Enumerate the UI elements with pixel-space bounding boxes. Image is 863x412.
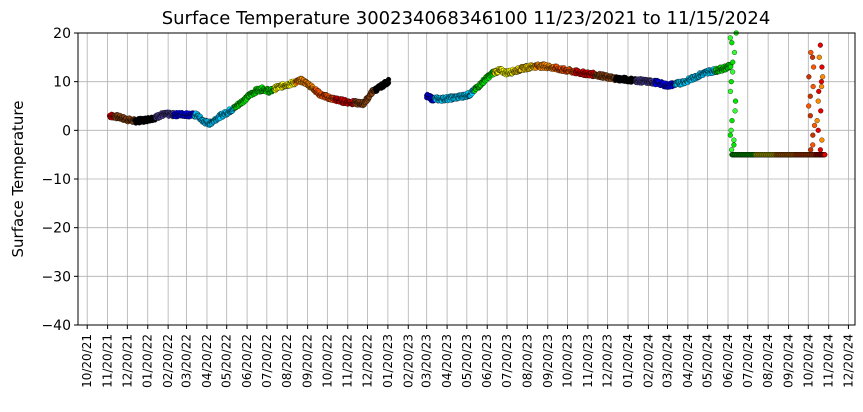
x-tick-label: 03/20/24 <box>660 334 674 388</box>
x-tick-label: 04/20/22 <box>200 334 214 388</box>
temperature-point <box>817 147 823 153</box>
temperature-point <box>730 69 736 75</box>
temperature-point <box>810 54 816 60</box>
x-tick-label: 07/20/23 <box>500 334 514 388</box>
temperature-point <box>822 152 828 158</box>
y-tick-label: −30 <box>41 269 71 285</box>
x-tick-label: 03/20/23 <box>420 334 434 388</box>
y-tick-label: 0 <box>62 123 71 139</box>
temperature-point <box>728 64 734 70</box>
tick-layer: 20 10 0 −10 −20 −30 −40 10/20/21 11/20/21 12/20/2… <box>41 26 855 388</box>
y-tick-label: −20 <box>41 221 71 237</box>
x-tick-label: 07/20/24 <box>741 334 755 388</box>
x-tick-label: 02/20/22 <box>161 334 175 388</box>
temperature-point <box>811 64 817 70</box>
x-tick-label: 08/20/24 <box>761 334 775 388</box>
temperature-point <box>727 132 733 138</box>
data-layer <box>107 30 828 158</box>
x-tick-label: 03/20/22 <box>180 334 194 388</box>
temperature-point <box>727 35 733 41</box>
x-tick-label: 06/20/22 <box>240 334 254 388</box>
x-tick-label: 08/20/22 <box>280 334 294 388</box>
temperature-point <box>814 118 820 124</box>
temperature-point <box>818 79 825 85</box>
temperature-point <box>731 49 738 56</box>
x-tick-label: 04/20/23 <box>440 334 454 388</box>
x-tick-label: 12/20/22 <box>360 334 374 388</box>
x-tick-label: 05/20/24 <box>701 334 715 388</box>
x-tick-label: 09/20/22 <box>301 334 315 388</box>
y-tick-label: 20 <box>53 26 71 42</box>
x-tick-label: 12/20/24 <box>841 334 855 388</box>
x-tick-label: 10/20/21 <box>80 334 94 388</box>
temperature-point <box>731 142 737 148</box>
temperature-point <box>817 42 823 48</box>
temperature-point <box>808 49 814 56</box>
x-tick-label: 11/20/24 <box>822 334 836 388</box>
temperature-point <box>811 122 818 129</box>
temperature-point <box>816 88 822 94</box>
x-tick-label: 01/20/24 <box>621 334 635 388</box>
temperature-point <box>819 137 825 143</box>
grid-layer <box>78 32 855 326</box>
temperature-point <box>727 88 734 94</box>
x-tick-label: 05/20/23 <box>460 334 474 388</box>
temperature-point <box>807 113 813 119</box>
temperature-point <box>729 40 735 46</box>
temperature-point <box>732 98 739 104</box>
y-tick-label: 10 <box>53 75 71 91</box>
x-tick-label: 09/20/23 <box>541 334 555 388</box>
x-tick-label: 11/20/21 <box>101 334 115 388</box>
temperature-point <box>728 147 735 153</box>
x-tick-label: 06/20/24 <box>721 334 735 388</box>
temperature-point <box>728 127 734 133</box>
y-tick-label: −10 <box>41 172 71 188</box>
temperature-point <box>810 142 816 148</box>
temperature-point <box>806 103 812 109</box>
temperature-point <box>820 74 826 80</box>
temperature-point <box>730 59 736 65</box>
x-tick-label: 01/20/22 <box>141 334 155 388</box>
x-tick-label: 12/20/21 <box>120 334 134 388</box>
x-tick-label: 11/20/22 <box>341 334 355 388</box>
x-tick-label: 12/20/23 <box>601 334 615 388</box>
temperature-point <box>807 93 813 99</box>
x-tick-label: 09/20/24 <box>782 334 796 388</box>
y-axis-label: Surface Temperature <box>9 101 27 258</box>
x-tick-label: 10/20/22 <box>320 334 334 388</box>
temperature-point <box>815 98 821 104</box>
x-tick-label: 01/20/23 <box>381 334 395 388</box>
x-tick-label: 10/20/24 <box>801 334 815 388</box>
temperature-point <box>810 132 816 138</box>
chart-title: Surface Temperature 300234068346100 11/2… <box>162 8 771 29</box>
x-tick-label: 06/20/23 <box>480 334 494 388</box>
temperature-point <box>819 64 825 70</box>
temperature-point <box>732 108 738 114</box>
x-tick-label: 10/20/23 <box>560 334 574 388</box>
temperature-point <box>810 83 816 90</box>
x-tick-label: 07/20/22 <box>260 334 274 388</box>
y-tick-label: −40 <box>41 318 71 334</box>
temperature-point <box>819 83 825 90</box>
temperature-point <box>815 127 821 133</box>
x-tick-label: 05/20/22 <box>220 334 234 388</box>
x-tick-label: 02/20/24 <box>641 334 655 388</box>
temperature-point <box>816 54 822 60</box>
temperature-point <box>806 74 812 80</box>
temperature-point <box>729 118 735 124</box>
x-tick-label: 11/20/23 <box>581 334 595 388</box>
temperature-point <box>731 137 737 143</box>
temperature-point <box>728 79 734 85</box>
temperature-point <box>818 108 824 114</box>
temperature-point <box>808 147 814 153</box>
x-tick-label: 02/20/23 <box>401 334 415 388</box>
x-tick-label: 08/20/23 <box>520 334 534 388</box>
x-tick-label: 04/20/24 <box>681 334 695 388</box>
temperature-point <box>385 80 392 86</box>
